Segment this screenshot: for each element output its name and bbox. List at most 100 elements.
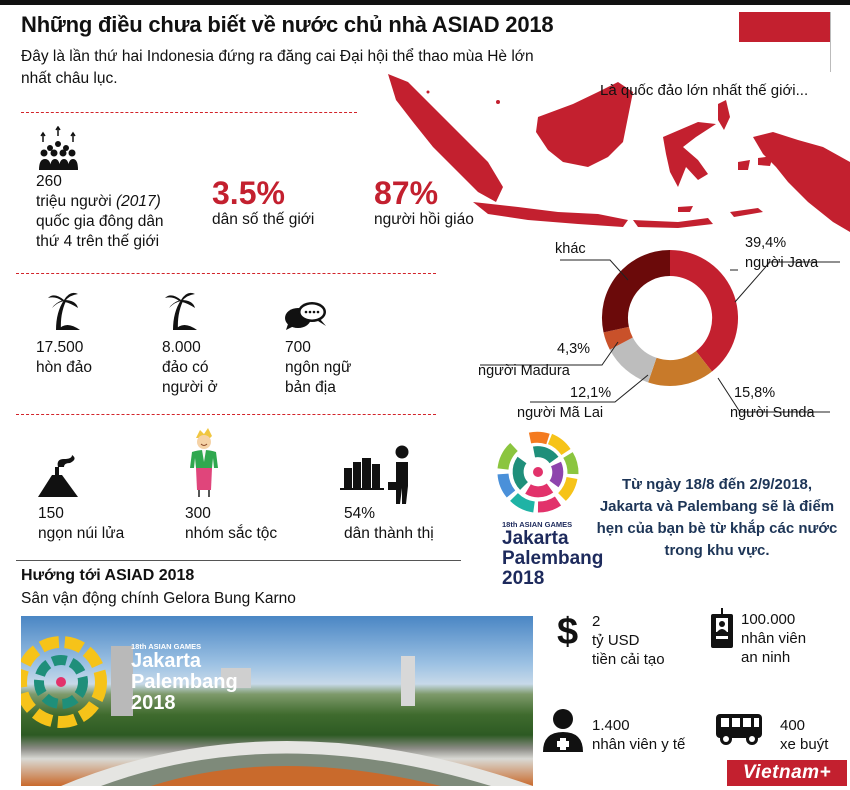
event-tagline: Từ ngày 18/8 đến 2/9/2018, Jakarta và Pa…	[582, 474, 850, 562]
divider	[16, 273, 436, 274]
population-line3: thứ 4 trên thế giới	[36, 233, 160, 250]
muslim-value: 87%	[374, 175, 439, 211]
security-stat: 100.000 nhân viên an ninh	[741, 610, 806, 667]
donut-label-sunda: người Sunda	[730, 405, 815, 421]
vietnamplus-logo[interactable]: Vietnam+	[727, 760, 847, 786]
photo-line3: 2018	[131, 692, 176, 714]
logo-line3: 2018	[502, 568, 545, 589]
volcanoes-stat: 150 ngọn núi lửa	[38, 504, 124, 544]
volcanoes-label: ngọn núi lửa	[38, 525, 125, 542]
palm-island-icon	[46, 290, 80, 330]
tagline-line1: Từ ngày 18/8 đến 2/9/2018,	[621, 476, 813, 493]
ethnic-donut-chart	[600, 248, 740, 393]
flag-red-stripe	[739, 12, 830, 42]
donut-label-malay: người Mã Lai	[517, 405, 604, 421]
donut-slice-malay	[609, 337, 657, 383]
flag-white-stripe	[739, 42, 830, 72]
urban-label: dân thành thị	[344, 525, 434, 542]
islands-value: 17.500	[36, 339, 84, 356]
languages-label: ngôn ngữ	[285, 359, 352, 376]
population-value: 260	[36, 173, 62, 190]
photo-line1: Jakarta	[131, 650, 202, 672]
inhabited-islands-label-2: người ở	[162, 379, 218, 396]
donut-label-java: người Java	[745, 255, 819, 271]
page-title: Những điều chưa biết về nước chủ nhà ASI…	[21, 12, 554, 37]
volcano-icon	[38, 453, 82, 497]
donut-label-java-pct: 39,4%	[745, 235, 787, 251]
top-bar	[0, 0, 850, 5]
donut-label-sunda-pct: 15,8%	[734, 385, 776, 401]
palm-island-icon	[163, 290, 197, 330]
map-caption: Là quốc đảo lớn nhất thế giới...	[600, 82, 809, 99]
photo-edition: 18th ASIAN GAMES	[131, 642, 202, 651]
bus-stat: 400 xe buýt	[780, 716, 828, 754]
muslim-stat: 87% người hồi giáo	[374, 176, 474, 230]
donut-slice-other	[601, 249, 670, 333]
languages-value: 700	[285, 339, 311, 356]
donut-label-madura: người Madura	[478, 363, 570, 379]
crowd-growth-icon	[36, 126, 80, 170]
medic-person-icon	[541, 708, 585, 752]
urban-stat: 54% dân thành thị	[344, 504, 434, 544]
budget-stat: 2 tỷ USD tiền cải tạo	[592, 612, 665, 669]
bus-label: xe buýt	[780, 736, 829, 753]
dollar-icon: $	[557, 611, 579, 653]
logo-line2: Palembang	[502, 548, 604, 569]
donut-slice-madura	[603, 326, 633, 350]
budget-label-2: tiền cải tạo	[592, 651, 665, 668]
budget-label: tỷ USD	[592, 632, 640, 649]
medical-stat: 1.400 nhân viên y tế	[592, 716, 685, 754]
photo-overlay-text: 18th ASIAN GAMES Jakarta Palembang 2018	[131, 642, 238, 714]
donut-label-other: khác	[555, 241, 586, 257]
urban-value: 54%	[344, 505, 376, 522]
medical-label: nhân viên y tế	[592, 736, 686, 753]
asiad-section-subtitle: Sân vận động chính Gelora Bung Karno	[21, 590, 296, 607]
stadium-illustration	[21, 636, 533, 786]
inhabited-islands-label: đảo có	[162, 359, 209, 376]
security-value: 100.000	[741, 611, 796, 628]
inhabited-islands-stat: 8.000 đảo có người ở	[162, 338, 218, 398]
section-divider	[16, 560, 461, 561]
population-line1: triệu người (2017)	[36, 193, 161, 210]
world-share-value: 3.5%	[212, 175, 285, 211]
indonesia-map-icon	[378, 62, 850, 232]
tagline-line3: hẹn của bạn bè từ khắp các nước	[596, 520, 838, 537]
volcanoes-value: 150	[38, 505, 64, 522]
budget-value: 2	[592, 613, 601, 630]
inhabited-islands-value: 8.000	[162, 339, 201, 356]
muslim-label: người hồi giáo	[374, 211, 474, 228]
medical-value: 1.400	[592, 717, 630, 734]
world-share-label: dân số thế giới	[212, 211, 315, 228]
islands-label: hòn đảo	[36, 359, 93, 376]
tagline-line2: Jakarta và Palembang sẽ là điểm	[599, 498, 835, 515]
ethnic-groups-stat: 300 nhóm sắc tộc	[185, 504, 277, 544]
stadium-photo: 18th ASIAN GAMES Jakarta Palembang 2018	[21, 616, 533, 786]
languages-label-2: bản địa	[285, 379, 336, 396]
asian-games-logo-icon	[496, 430, 580, 514]
tagline-line4: trong khu vực.	[664, 542, 770, 559]
speech-bubbles-icon	[284, 300, 328, 332]
page-subtitle: Đây là lần thứ hai Indonesia đứng ra đăn…	[21, 48, 534, 87]
security-label-2: an ninh	[741, 649, 791, 666]
photo-line2: Palembang	[131, 671, 238, 693]
world-share-stat: 3.5% dân số thế giới	[212, 176, 314, 230]
donut-slice-java	[670, 250, 739, 372]
bus-value: 400	[780, 717, 806, 734]
languages-stat: 700 ngôn ngữ bản địa	[285, 338, 351, 398]
security-label: nhân viên	[741, 630, 807, 647]
city-commuter-icon	[340, 444, 412, 508]
donut-label-madura-pct: 4,3%	[557, 341, 591, 357]
divider	[21, 112, 357, 113]
indonesia-flag-icon	[739, 12, 831, 72]
ethnic-person-icon	[188, 428, 220, 498]
divider	[16, 414, 436, 415]
asian-games-logo-text: 18th ASIAN GAMES Jakarta Palembang 2018	[502, 520, 603, 589]
id-badge-icon	[711, 608, 733, 648]
donut-slice-sunda	[648, 351, 712, 387]
bus-icon	[716, 714, 762, 746]
donut-label-malay-pct: 12,1%	[570, 385, 612, 401]
ethnic-groups-label: nhóm sắc tộc	[185, 525, 278, 542]
population-stat: 260 triệu người (2017) quốc gia đông dân…	[36, 172, 164, 252]
asiad-section-title: Hướng tới ASIAD 2018	[21, 567, 195, 584]
ethnic-groups-value: 300	[185, 505, 211, 522]
